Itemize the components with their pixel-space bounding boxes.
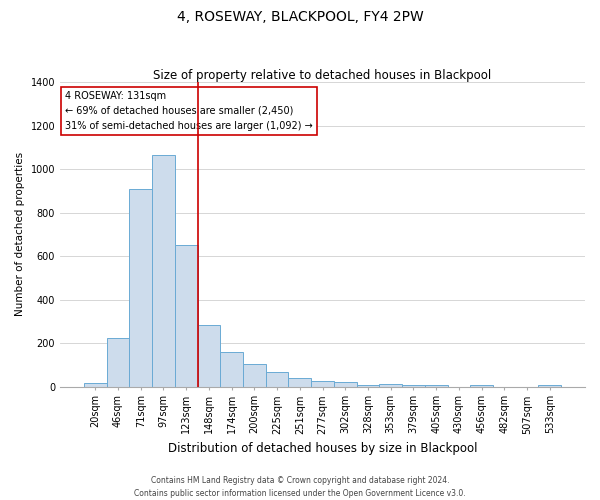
X-axis label: Distribution of detached houses by size in Blackpool: Distribution of detached houses by size … [168,442,477,455]
Text: Contains HM Land Registry data © Crown copyright and database right 2024.
Contai: Contains HM Land Registry data © Crown c… [134,476,466,498]
Bar [84,384,107,386]
Bar [379,384,402,386]
Text: 4 ROSEWAY: 131sqm
← 69% of detached houses are smaller (2,450)
31% of semi-detac: 4 ROSEWAY: 131sqm ← 69% of detached hous… [65,91,313,130]
Bar [311,381,334,386]
Bar [220,352,243,386]
Bar [243,364,266,386]
Text: 4, ROSEWAY, BLACKPOOL, FY4 2PW: 4, ROSEWAY, BLACKPOOL, FY4 2PW [176,10,424,24]
Bar [175,245,197,386]
Bar [289,378,311,386]
Bar [266,372,289,386]
Bar [197,324,220,386]
Bar [334,382,356,386]
Bar [356,385,379,386]
Y-axis label: Number of detached properties: Number of detached properties [15,152,25,316]
Bar [107,338,130,386]
Title: Size of property relative to detached houses in Blackpool: Size of property relative to detached ho… [154,69,491,82]
Bar [130,188,152,386]
Bar [152,155,175,386]
